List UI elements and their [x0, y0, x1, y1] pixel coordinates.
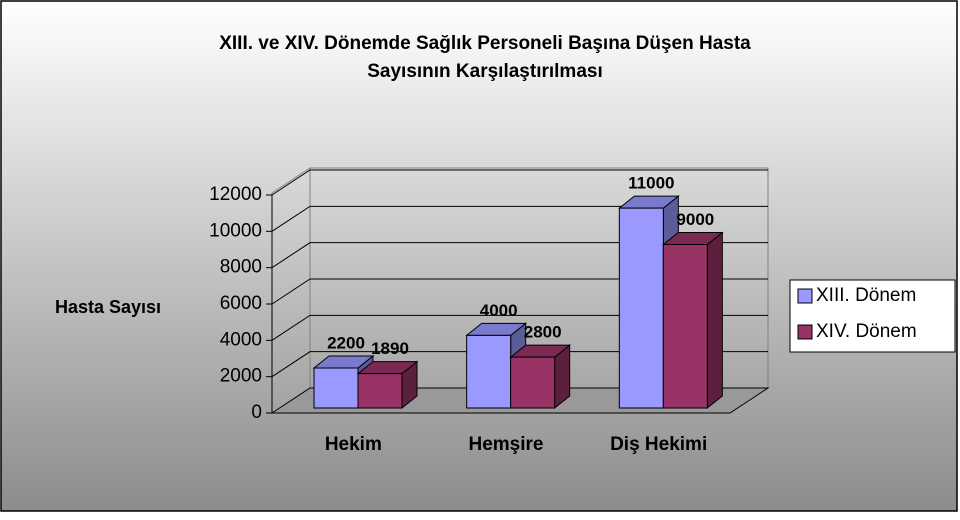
bar-face [466, 334, 512, 409]
grid-line [271, 314, 768, 341]
y-tick-label: 6000 [220, 293, 262, 314]
y-tick-label: 12000 [209, 184, 262, 205]
bar-face [618, 207, 664, 409]
grid-line [271, 205, 768, 232]
value-label: 9000 [676, 210, 714, 229]
legend-label: XIII. Dönem [816, 285, 916, 306]
legend-swatch [797, 288, 813, 304]
value-label: 2800 [524, 323, 562, 342]
y-tick-label: 4000 [220, 329, 262, 350]
y-tick-label: 2000 [220, 366, 262, 387]
bar-face [510, 356, 556, 409]
chart-subtitle: Sayısının Karşılaştırılması [367, 61, 603, 82]
value-label: 11000 [628, 174, 674, 193]
y-tick-label: 0 [251, 402, 262, 423]
legend [789, 279, 956, 353]
grid-line [271, 351, 768, 378]
bar-face [662, 244, 708, 409]
bar [509, 344, 572, 410]
grid-line [271, 242, 768, 269]
x-tick-label: Hemşire [469, 434, 544, 455]
value-label: 4000 [480, 301, 518, 320]
legend-swatch [797, 324, 813, 340]
x-tick-label: Hekim [325, 434, 382, 455]
bar-face [706, 231, 723, 410]
y-axis-label: Hasta Sayısı [55, 297, 161, 317]
value-label: 1890 [371, 339, 409, 358]
bar-face [357, 373, 403, 409]
x-tick-label: Diş Hekimi [610, 434, 707, 455]
grid-line [271, 278, 768, 305]
value-label: 2200 [327, 334, 365, 353]
y-tick-label: 8000 [220, 257, 262, 278]
legend-label: XIV. Dönem [816, 321, 917, 342]
bar [661, 231, 724, 410]
y-tick-label: 10000 [209, 220, 262, 241]
bar-face [313, 367, 359, 409]
grid-line [271, 169, 768, 196]
bar [356, 360, 419, 410]
chart-title: XIII. ve XIV. Dönemde Sağlık Personeli B… [219, 33, 751, 54]
